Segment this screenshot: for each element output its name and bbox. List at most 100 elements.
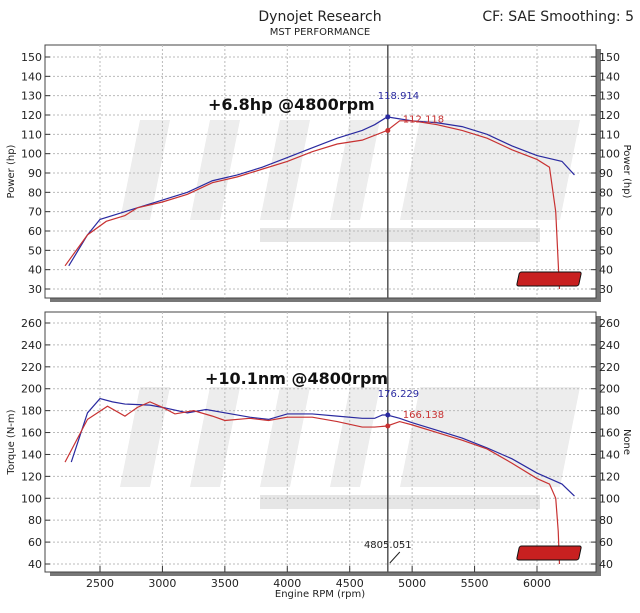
x-axis-label: Engine RPM (rpm): [275, 589, 365, 600]
y-tick-label-right: 60: [599, 225, 613, 238]
y-tick-label-right: 90: [599, 167, 613, 180]
y-tick-label: 90: [28, 167, 42, 180]
cursor-arrow: [389, 551, 401, 564]
watermark-shape: [330, 120, 380, 220]
x-tick-label: 2500: [86, 577, 114, 590]
cursor-marker: [385, 114, 391, 120]
y-tick-label-right: 80: [599, 186, 613, 199]
x-tick-label: 5000: [398, 577, 426, 590]
y-tick-label: 130: [21, 90, 42, 103]
y-tick-label-right: 140: [599, 448, 620, 461]
series-line-run1: [70, 397, 575, 497]
y-axis-label: Torque (N-m): [6, 409, 17, 475]
correction-info: CF: SAE Smoothing: 5: [482, 9, 634, 25]
cursor-value-label: 118.914: [378, 91, 419, 102]
x-tick-label: 5500: [461, 577, 489, 590]
y-tick-label: 70: [28, 206, 42, 219]
y-tick-label: 50: [28, 244, 42, 257]
cursor-value-label: 176.229: [378, 389, 419, 400]
cursor-value-label: 112.118: [403, 114, 444, 125]
x-tick-label: 4000: [273, 577, 301, 590]
watermark-shape: [260, 387, 310, 487]
x-tick-label: 3000: [148, 577, 176, 590]
y-tick-label-right: 120: [599, 109, 620, 122]
y-tick-label-right: 120: [599, 470, 620, 483]
y-tick-label: 40: [28, 264, 42, 277]
y-tick-label: 110: [21, 128, 42, 141]
cursor-marker: [385, 412, 391, 418]
dynojet-logo-badge: [516, 545, 582, 561]
y-tick-label: 260: [21, 317, 42, 330]
series-line-run2: [64, 120, 561, 290]
y-tick-label-right: 240: [599, 339, 620, 352]
series-line-run2: [64, 401, 561, 565]
y-tick-label: 150: [21, 51, 42, 64]
cursor-marker: [385, 127, 391, 133]
watermark-shape: [470, 120, 580, 220]
y-tick-label: 60: [28, 225, 42, 238]
y-axis-label: Power (hp): [6, 144, 17, 198]
y-tick-label-right: 50: [599, 244, 613, 257]
y-tick-label-right: 200: [599, 383, 620, 396]
y-tick-label: 200: [21, 383, 42, 396]
y-tick-label: 40: [28, 558, 42, 571]
y-tick-label: 80: [28, 186, 42, 199]
y-tick-label-right: 40: [599, 264, 613, 277]
watermark-shape: [190, 120, 240, 220]
y-tick-label: 30: [28, 283, 42, 296]
y-axis-label-right: Power (hp): [621, 145, 632, 199]
y-tick-label-right: 150: [599, 51, 620, 64]
cursor-value-label: 166.138: [403, 410, 444, 421]
y-tick-label-right: 80: [599, 514, 613, 527]
y-tick-label: 80: [28, 514, 42, 527]
y-tick-label-right: 160: [599, 427, 620, 440]
y-tick-label: 140: [21, 70, 42, 83]
y-tick-label-right: 220: [599, 361, 620, 374]
y-tick-label-right: 30: [599, 283, 613, 296]
chart-title: Dynojet Research: [258, 9, 381, 25]
y-tick-label-right: 140: [599, 70, 620, 83]
y-tick-label-right: 130: [599, 90, 620, 103]
y-tick-label: 160: [21, 427, 42, 440]
dynojet-logo: [516, 545, 582, 561]
y-tick-label-right: 110: [599, 128, 620, 141]
watermark-shape: [120, 120, 170, 220]
y-tick-label-right: 100: [599, 492, 620, 505]
y-tick-label: 120: [21, 470, 42, 483]
watermark-subtitle-bar: [260, 228, 540, 242]
chart-subtitle: MST PERFORMANCE: [270, 27, 370, 38]
y-tick-label: 100: [21, 148, 42, 161]
x-tick-label: 3500: [211, 577, 239, 590]
watermark-subtitle-bar: [260, 495, 540, 509]
y-tick-label: 60: [28, 536, 42, 549]
y-tick-label-right: 100: [599, 148, 620, 161]
gain-annotation: +6.8hp @4800rpm: [208, 95, 375, 114]
watermark-shape: [260, 120, 310, 220]
watermark-shape: [190, 387, 240, 487]
y-tick-label-right: 60: [599, 536, 613, 549]
y-tick-label-right: 180: [599, 405, 620, 418]
cursor-marker: [385, 423, 391, 429]
y-tick-label: 100: [21, 492, 42, 505]
x-tick-label: 6000: [523, 577, 551, 590]
y-tick-label-right: 260: [599, 317, 620, 330]
y-tick-label-right: 40: [599, 558, 613, 571]
y-axis-label-right: None: [621, 429, 632, 455]
y-tick-label: 220: [21, 361, 42, 374]
gain-annotation: +10.1nm @4800rpm: [205, 369, 388, 388]
watermark-logo: [120, 387, 580, 509]
watermark-shape: [330, 387, 380, 487]
dynojet-logo: [516, 271, 582, 287]
watermark-logo: [120, 120, 580, 242]
x-tick-label: 4500: [336, 577, 364, 590]
series-line-run1: [68, 116, 575, 267]
watermark-shape: [120, 387, 170, 487]
y-tick-label: 140: [21, 448, 42, 461]
y-tick-label-right: 70: [599, 206, 613, 219]
y-tick-label: 120: [21, 109, 42, 122]
cursor-rpm-readout: 4805.051: [364, 540, 412, 551]
dynojet-logo-badge: [516, 271, 582, 287]
y-tick-label: 240: [21, 339, 42, 352]
watermark-shape: [470, 387, 580, 487]
